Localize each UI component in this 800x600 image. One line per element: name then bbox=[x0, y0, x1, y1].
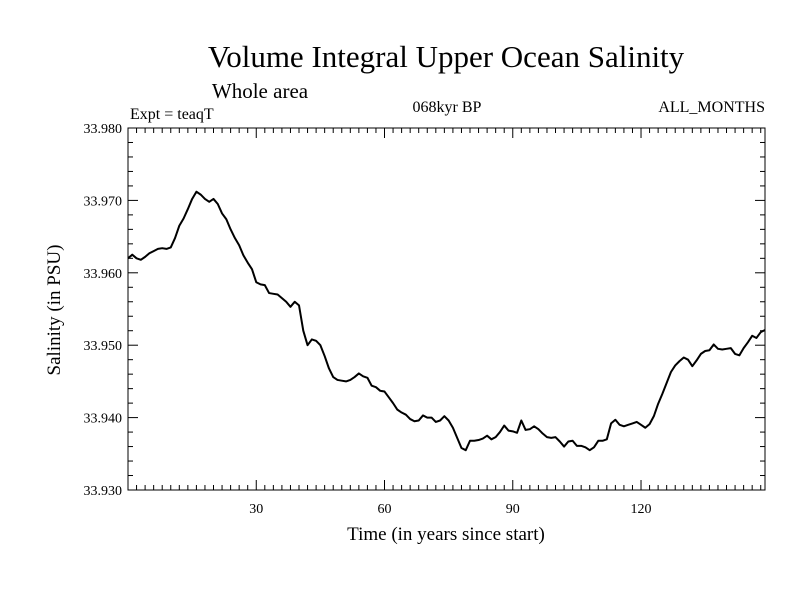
y-axis-label: Salinity (in PSU) bbox=[44, 245, 65, 376]
axis-ticks bbox=[127, 127, 765, 491]
x-axis-label: Time (in years since start) bbox=[347, 524, 545, 545]
months-label: ALL_MONTHS bbox=[658, 99, 765, 116]
x-tick-labels: 30 60 90 120 bbox=[249, 502, 651, 517]
experiment-label: Expt = teaqT bbox=[130, 106, 214, 123]
y-tick-labels: 33.930 33.940 33.950 33.960 33.970 33.980 bbox=[84, 122, 123, 499]
x-tick-label: 30 bbox=[249, 502, 263, 517]
period-label: 068kyr BP bbox=[413, 99, 482, 116]
chart-title: Volume Integral Upper Ocean Salinity bbox=[208, 39, 685, 74]
y-tick-label: 33.950 bbox=[84, 339, 123, 354]
x-tick-label: 60 bbox=[378, 502, 392, 517]
x-tick-label: 90 bbox=[506, 502, 520, 517]
x-tick-label: 120 bbox=[631, 502, 652, 517]
y-tick-label: 33.940 bbox=[84, 412, 123, 427]
y-tick-label: 33.970 bbox=[84, 194, 123, 209]
salinity-series-line bbox=[127, 190, 766, 452]
y-tick-label: 33.980 bbox=[84, 122, 123, 137]
y-tick-label: 33.930 bbox=[84, 484, 123, 499]
plot-frame bbox=[127, 127, 766, 491]
chart-subtitle: Whole area bbox=[212, 79, 309, 103]
y-tick-label: 33.960 bbox=[84, 267, 123, 282]
